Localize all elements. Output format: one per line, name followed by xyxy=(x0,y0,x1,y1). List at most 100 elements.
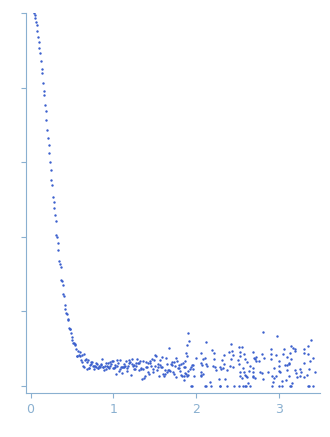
Point xyxy=(294,374,300,381)
Point xyxy=(174,355,179,362)
Point xyxy=(135,355,140,362)
Point xyxy=(120,364,125,371)
Point xyxy=(98,360,103,367)
Point xyxy=(54,233,60,240)
Point xyxy=(207,378,213,385)
Point xyxy=(100,363,105,370)
Point xyxy=(64,309,69,316)
Point xyxy=(153,363,158,370)
Point xyxy=(160,354,165,361)
Point xyxy=(148,363,154,370)
Point xyxy=(276,368,281,375)
Point xyxy=(306,343,311,350)
Point xyxy=(113,363,118,370)
Point xyxy=(132,365,138,372)
Point xyxy=(311,354,316,361)
Point xyxy=(293,370,299,377)
Point xyxy=(297,372,302,379)
Point xyxy=(205,363,210,370)
Point xyxy=(61,291,66,298)
Point xyxy=(138,366,143,373)
Point xyxy=(250,373,255,380)
Point xyxy=(284,361,289,368)
Point xyxy=(277,363,282,370)
Point xyxy=(163,354,169,361)
Point xyxy=(70,334,75,341)
Point xyxy=(286,361,292,368)
Point xyxy=(59,277,65,284)
Point xyxy=(268,346,274,353)
Point xyxy=(80,358,85,365)
Point xyxy=(147,370,152,377)
Point xyxy=(212,363,217,370)
Point xyxy=(76,352,82,359)
Point xyxy=(216,376,222,383)
Point xyxy=(46,142,51,149)
Point xyxy=(270,372,275,379)
Point xyxy=(260,329,266,336)
Point xyxy=(62,302,67,309)
Point xyxy=(170,369,176,376)
Point xyxy=(94,361,100,368)
Point xyxy=(69,337,75,344)
Point xyxy=(182,363,187,370)
Point xyxy=(238,369,243,376)
Point xyxy=(34,22,39,29)
Point xyxy=(222,361,227,368)
Point xyxy=(35,27,40,34)
Point xyxy=(110,358,115,365)
Point xyxy=(77,349,82,356)
Point xyxy=(185,372,191,379)
Point xyxy=(301,360,306,367)
Point xyxy=(209,347,214,354)
Point xyxy=(190,382,195,389)
Point xyxy=(165,368,170,375)
Point xyxy=(181,377,186,384)
Point xyxy=(68,329,74,336)
Point xyxy=(137,359,142,366)
Point xyxy=(228,356,234,363)
Point xyxy=(185,367,190,374)
Point xyxy=(139,365,144,372)
Point xyxy=(146,369,151,376)
Point xyxy=(92,366,97,373)
Point xyxy=(106,365,112,372)
Point xyxy=(184,353,189,360)
Point xyxy=(217,364,223,371)
Point xyxy=(97,363,103,370)
Point xyxy=(250,374,255,381)
Point xyxy=(309,336,314,343)
Point xyxy=(56,257,62,264)
Point xyxy=(101,367,107,374)
Point xyxy=(151,365,156,372)
Point xyxy=(107,358,113,365)
Point xyxy=(148,360,153,367)
Point xyxy=(35,34,41,41)
Point xyxy=(163,370,168,377)
Point xyxy=(120,364,126,371)
Point xyxy=(137,357,143,364)
Point xyxy=(78,352,83,359)
Point xyxy=(52,211,57,218)
Point xyxy=(242,355,248,362)
Point xyxy=(33,15,38,22)
Point xyxy=(67,326,72,333)
Point xyxy=(175,357,180,364)
Point xyxy=(186,337,192,344)
Point xyxy=(132,361,137,368)
Point xyxy=(250,349,256,356)
Point xyxy=(149,355,154,362)
Point xyxy=(136,367,141,374)
Point xyxy=(141,366,146,373)
Point xyxy=(242,372,247,379)
Point xyxy=(109,361,114,368)
Point xyxy=(155,364,161,371)
Point xyxy=(56,246,61,253)
Point xyxy=(116,368,121,375)
Point xyxy=(284,354,290,361)
Point xyxy=(130,355,135,362)
Point xyxy=(190,362,195,369)
Point xyxy=(212,350,217,357)
Point xyxy=(91,362,96,369)
Point xyxy=(305,382,311,389)
